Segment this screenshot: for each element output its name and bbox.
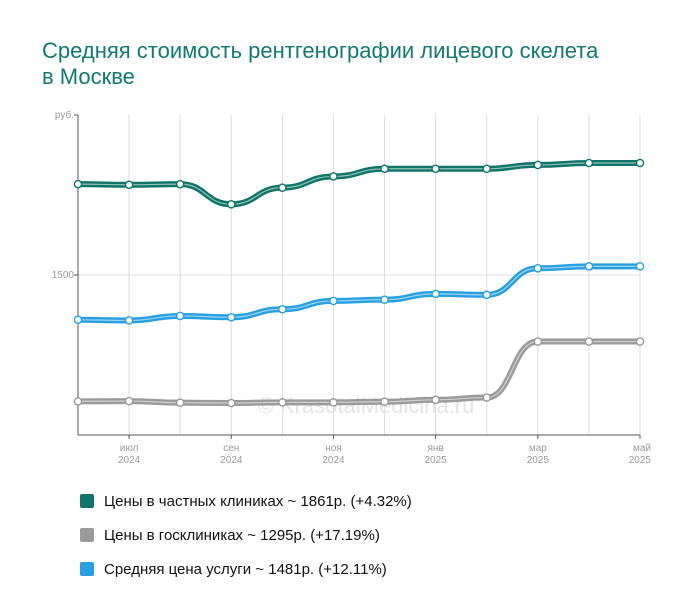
- legend-swatch-public: [80, 528, 94, 542]
- series-2-point[interactable]: [226, 312, 236, 322]
- x-tick-label-month: июл: [120, 443, 139, 454]
- legend: Цены в частных клиниках ~ 1861р. (+4.32%…: [80, 484, 412, 586]
- series-2-point[interactable]: [73, 315, 83, 325]
- x-tick-label-month: май: [633, 443, 651, 454]
- x-tick-label-month: ноя: [325, 443, 342, 454]
- series-2-line: [75, 263, 643, 324]
- series-3-point[interactable]: [482, 393, 492, 402]
- series-2-point[interactable]: [482, 290, 492, 300]
- legend-item-average[interactable]: Средняя цена услуги ~ 1481р. (+12.11%): [80, 552, 412, 586]
- series-3-point[interactable]: [431, 395, 440, 405]
- series-1-point[interactable]: [533, 160, 543, 170]
- x-tick-label-year: 2024: [322, 455, 345, 466]
- chart-title: Средняя стоимость рентгенографии лицевог…: [42, 38, 599, 89]
- series-3-point[interactable]: [226, 398, 236, 408]
- series-3-point[interactable]: [635, 337, 645, 346]
- x-tick-label-year: 2024: [118, 455, 141, 466]
- series-1-point[interactable]: [635, 158, 645, 168]
- x-tick-label-month: сен: [223, 443, 239, 454]
- series-2-point[interactable]: [533, 263, 543, 273]
- series-2-point[interactable]: [380, 295, 389, 304]
- series-3-point[interactable]: [278, 398, 287, 407]
- series-points: [73, 158, 645, 408]
- x-tick-label-year: 2025: [425, 455, 448, 466]
- x-tick-label-year: 2025: [527, 455, 550, 466]
- series-2-point[interactable]: [584, 262, 594, 271]
- x-tick-label-year: 2024: [220, 455, 243, 466]
- series-3-point[interactable]: [73, 397, 83, 406]
- series-3-point[interactable]: [584, 337, 594, 346]
- series-1-point[interactable]: [175, 179, 185, 189]
- series-1-point[interactable]: [226, 199, 236, 209]
- x-tick-label-year: 2025: [629, 455, 652, 466]
- series-2-line-highlight: [77, 265, 640, 322]
- series-2-point[interactable]: [278, 304, 287, 314]
- series-3-point[interactable]: [533, 337, 543, 346]
- series-2-point[interactable]: [431, 289, 440, 299]
- legend-label-private: Цены в частных клиниках ~ 1861р. (+4.32%…: [104, 492, 412, 510]
- axis-labels: руб.1500июл2024сен2024ноя2024янв2025мар2…: [52, 109, 652, 466]
- legend-item-private[interactable]: Цены в частных клиниках ~ 1861р. (+4.32%…: [80, 484, 412, 518]
- series-3-point[interactable]: [380, 397, 389, 407]
- y-tick-label: 1500: [52, 270, 75, 281]
- series-3-point[interactable]: [175, 398, 185, 407]
- x-tick-label-month: янв: [428, 443, 444, 454]
- y-axis-unit-label: руб.: [55, 109, 74, 121]
- series-1-point[interactable]: [329, 172, 338, 181]
- grid-lines: [77, 115, 641, 435]
- series-1-point[interactable]: [482, 164, 492, 174]
- series-2-point[interactable]: [635, 262, 645, 271]
- legend-label-public: Цены в госклиниках ~ 1295р. (+17.19%): [104, 526, 380, 544]
- chart-area: © KrasotaiMedicina.ru руб.1500июл2024сен…: [52, 109, 652, 466]
- series-1-point[interactable]: [584, 158, 594, 168]
- series-2-point[interactable]: [124, 316, 134, 325]
- legend-item-public[interactable]: Цены в госклиниках ~ 1295р. (+17.19%): [80, 518, 412, 552]
- series-1-point[interactable]: [431, 164, 440, 174]
- series-2-point[interactable]: [175, 311, 185, 321]
- series-1-point[interactable]: [73, 179, 83, 189]
- series-3-point[interactable]: [329, 398, 338, 407]
- legend-label-average: Средняя цена услуги ~ 1481р. (+12.11%): [104, 560, 387, 578]
- series-1-line: [75, 160, 643, 208]
- series-2-point[interactable]: [329, 296, 338, 306]
- legend-swatch-private: [80, 494, 94, 508]
- legend-swatch-average: [80, 562, 94, 576]
- series-1-point[interactable]: [124, 180, 134, 190]
- series-3-point[interactable]: [124, 396, 134, 406]
- axes: [74, 114, 641, 439]
- series-1-point[interactable]: [278, 183, 287, 192]
- x-tick-label-month: мар: [529, 443, 547, 454]
- series-lines: [75, 160, 643, 407]
- series-1-point[interactable]: [380, 164, 389, 174]
